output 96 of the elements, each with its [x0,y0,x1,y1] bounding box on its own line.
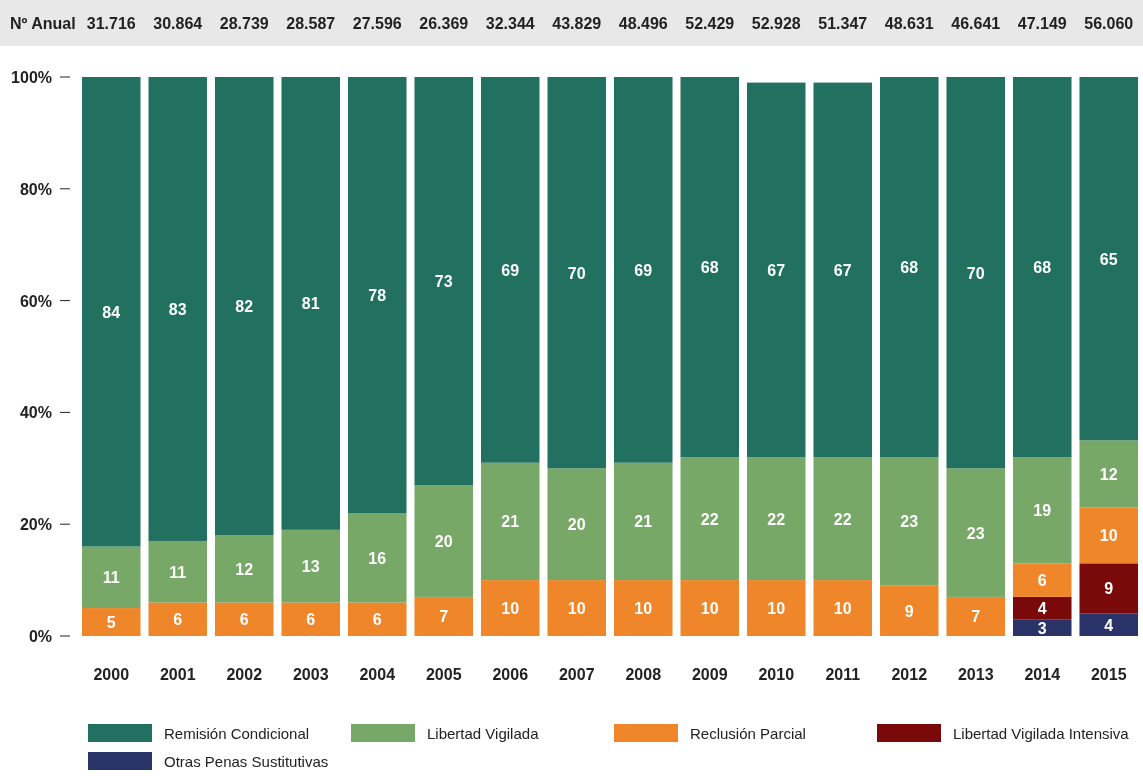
data-label: 7 [439,608,449,626]
text: 27.596 [352,15,402,32]
data-label: 65 [1099,250,1118,268]
data-label: 9 [904,602,914,620]
text: 26.369 [419,15,469,32]
y-tick-label: 60% [19,292,52,310]
text: 48.631 [884,15,934,32]
y-tick-label: 40% [19,404,52,422]
text: 30.864 [153,15,203,32]
data-label: 6 [372,611,382,629]
x-tick-label: 2013 [957,666,994,683]
y-tick-label: 100% [11,69,52,86]
data-label: 21 [501,513,520,531]
data-label: 20 [434,532,453,550]
data-label: 5 [106,614,116,632]
x-tick-label: 2015 [1090,666,1127,683]
legend-label: Remisión Condicional [164,725,310,742]
text: 28.587 [286,15,336,32]
data-label: 83 [168,300,187,318]
data-label: 6 [306,611,316,629]
legend-label: Libertad Vigilada Intensiva [953,725,1130,742]
data-label: 82 [235,298,254,316]
x-tick-label: 2012 [891,666,928,683]
x-tick-label: 2009 [691,666,728,683]
text: Nº Anual [10,15,76,32]
data-label: 7 [971,608,981,626]
text: 48.496 [618,15,668,32]
data-label: 10 [767,600,786,618]
text: 47.149 [1017,15,1067,32]
x-tick-label: 2014 [1024,666,1061,683]
data-label: 10 [567,600,586,618]
x-tick-label: 2000 [93,666,130,683]
x-tick-label: 2005 [425,666,462,683]
data-label: 23 [900,513,919,531]
data-label: 21 [634,513,653,531]
data-label: 10 [833,600,852,618]
y-tick-label: 0% [28,628,52,645]
text: 28.739 [219,15,269,32]
data-label: 3 [1037,619,1047,637]
data-label: 20 [567,516,586,534]
text: 51.347 [818,15,868,32]
data-label: 68 [900,259,919,277]
text: 52.928 [751,15,801,32]
data-label: 13 [301,558,320,576]
x-tick-label: 2004 [359,666,396,683]
text: 31.716 [86,15,136,32]
data-label: 70 [966,264,985,282]
data-label: 6 [173,611,183,629]
text: 56.060 [1084,15,1134,32]
data-label: 4 [1104,616,1114,634]
data-label: 73 [434,273,453,291]
data-label: 19 [1033,502,1052,520]
data-label: 10 [634,600,653,618]
data-label: 78 [368,287,387,305]
legend-label: Libertad Vigilada [427,725,540,742]
data-label: 67 [767,261,786,279]
data-label: 9 [1104,580,1114,598]
data-label: 12 [235,560,254,578]
x-tick-label: 2008 [625,666,662,683]
data-label: 10 [700,600,719,618]
data-label: 6 [239,611,249,629]
data-label: 10 [1099,527,1118,545]
text: 52.429 [685,15,735,32]
data-label: 6 [1037,572,1047,590]
y-tick-label: 80% [19,180,52,198]
data-label: 84 [102,303,121,321]
text: 46.641 [951,15,1001,32]
x-tick-label: 2002 [226,666,263,683]
x-tick-label: 2007 [558,666,595,683]
data-label: 70 [567,264,586,282]
text: 32.344 [485,15,535,32]
data-label: 22 [700,510,719,528]
legend-label: Reclusión Parcial [690,725,806,742]
data-label: 68 [1033,259,1052,277]
x-tick-label: 2011 [825,666,861,683]
data-label: 68 [700,259,719,277]
legend-label: Otras Penas Sustitutivas [164,753,329,770]
data-label: 16 [368,549,387,567]
data-label: 22 [833,510,852,528]
data-label: 11 [169,563,187,581]
data-label: 67 [833,261,852,279]
data-label: 69 [634,261,653,279]
x-tick-label: 2001 [159,666,196,683]
data-label: 22 [767,510,786,528]
text: 43.829 [552,15,602,32]
data-label: 69 [501,261,520,279]
data-label: 81 [301,295,320,313]
data-label: 12 [1099,465,1118,483]
data-label: 11 [102,569,120,587]
data-label: 10 [501,600,520,618]
data-label: 23 [966,524,985,542]
x-tick-label: 2010 [758,666,795,683]
x-tick-label: 2006 [492,666,529,683]
y-tick-label: 20% [19,516,52,534]
data-label: 4 [1037,600,1047,618]
x-tick-label: 2003 [292,666,329,683]
